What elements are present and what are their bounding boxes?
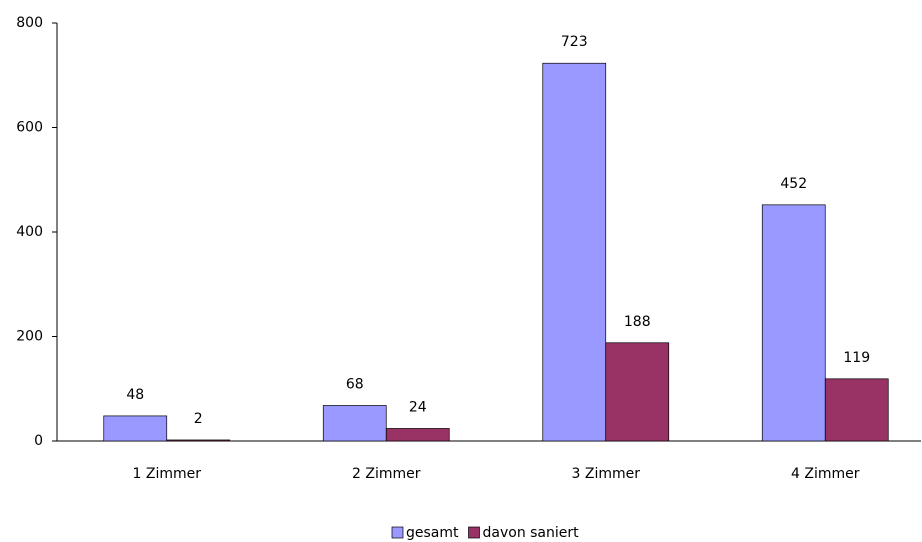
y-tick-label: 400 [16, 224, 43, 240]
bar [824, 378, 889, 442]
bar [542, 62, 607, 442]
y-tick-label: 800 [16, 15, 43, 31]
legend-swatch [468, 526, 480, 539]
value-label: 452 [780, 176, 807, 192]
legend-label: gesamt [406, 525, 459, 541]
bar [605, 342, 670, 442]
legend-swatch [391, 526, 404, 539]
value-label: 119 [843, 350, 870, 366]
x-tick-label: 2 Zimmer [352, 466, 421, 482]
value-label: 68 [346, 376, 364, 392]
y-tick-label: 200 [16, 329, 43, 345]
x-tick-label: 1 Zimmer [133, 466, 202, 482]
value-label: 48 [126, 387, 144, 403]
bar [385, 428, 450, 442]
bar [166, 439, 231, 442]
value-label: 723 [561, 34, 588, 50]
legend-label: davon saniert [483, 525, 580, 541]
x-tick-label: 3 Zimmer [572, 466, 641, 482]
bar [322, 405, 387, 442]
bar [103, 415, 168, 442]
value-label: 188 [624, 314, 651, 330]
x-tick-label: 4 Zimmer [791, 466, 860, 482]
value-label: 24 [409, 399, 427, 415]
bar [761, 204, 826, 442]
y-tick-label: 600 [16, 120, 43, 136]
y-tick-label: 0 [34, 433, 43, 449]
value-label: 2 [194, 411, 203, 427]
